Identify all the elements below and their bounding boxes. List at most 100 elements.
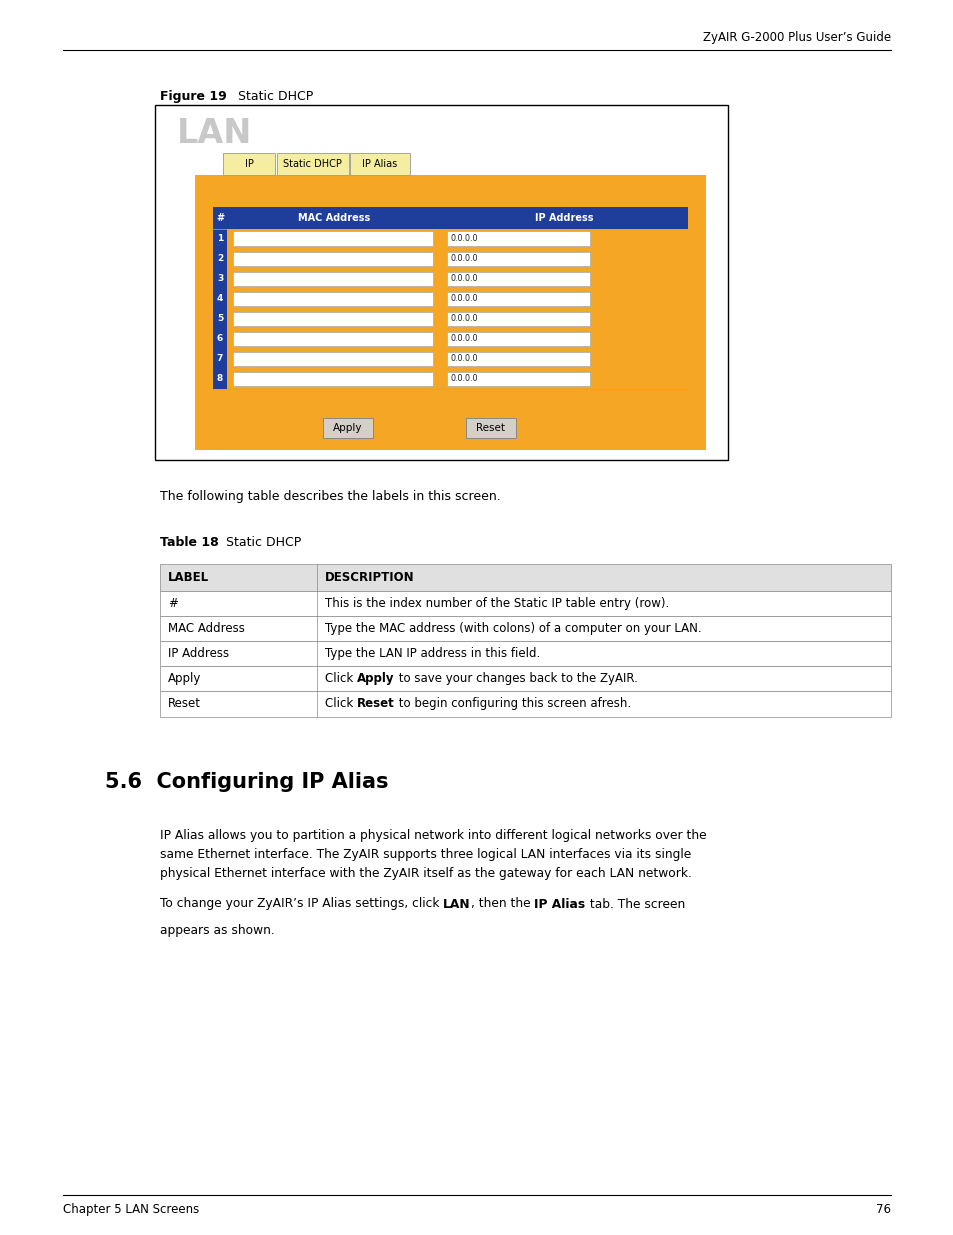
- Text: The following table describes the labels in this screen.: The following table describes the labels…: [160, 490, 500, 503]
- Text: 0.0.0.0: 0.0.0.0: [450, 333, 477, 343]
- Text: LABEL: LABEL: [168, 571, 209, 584]
- Text: 0.0.0.0: 0.0.0.0: [450, 233, 477, 243]
- Bar: [322, 417, 373, 438]
- Bar: [227, 348, 441, 368]
- Bar: [160, 564, 890, 592]
- Text: 5: 5: [216, 314, 223, 324]
- Text: 4: 4: [216, 294, 223, 303]
- Bar: [233, 372, 433, 385]
- Bar: [227, 248, 441, 268]
- Text: #: #: [215, 212, 224, 222]
- Bar: [227, 329, 441, 348]
- Text: 1: 1: [216, 233, 223, 243]
- Bar: [441, 309, 687, 329]
- Text: 0.0.0.0: 0.0.0.0: [450, 374, 477, 383]
- Text: 0.0.0.0: 0.0.0.0: [450, 354, 477, 363]
- Text: tab. The screen: tab. The screen: [585, 898, 684, 910]
- Bar: [160, 641, 890, 666]
- Bar: [213, 309, 227, 329]
- Bar: [233, 231, 433, 246]
- Bar: [233, 291, 433, 305]
- Bar: [227, 368, 441, 389]
- Text: 3: 3: [216, 274, 223, 283]
- Bar: [233, 311, 433, 326]
- Bar: [447, 252, 590, 266]
- Text: Static DHCP: Static DHCP: [230, 90, 313, 103]
- Text: to save your changes back to the ZyAIR.: to save your changes back to the ZyAIR.: [395, 672, 637, 684]
- Bar: [441, 268, 687, 289]
- Text: To change your ZyAIR’s IP Alias settings, click: To change your ZyAIR’s IP Alias settings…: [160, 898, 443, 910]
- Text: This is the index number of the Static IP table entry (row).: This is the index number of the Static I…: [325, 597, 669, 610]
- Text: IP Address: IP Address: [168, 647, 229, 659]
- Text: to begin configuring this screen afresh.: to begin configuring this screen afresh.: [395, 698, 630, 710]
- Bar: [223, 153, 274, 175]
- Bar: [160, 666, 890, 692]
- Bar: [276, 153, 348, 175]
- Bar: [227, 289, 441, 309]
- Bar: [447, 291, 590, 305]
- Bar: [227, 228, 441, 248]
- Text: Figure 19: Figure 19: [160, 90, 227, 103]
- Bar: [213, 248, 227, 268]
- Text: Table 18: Table 18: [160, 536, 218, 550]
- Bar: [213, 207, 227, 228]
- Text: ZyAIR G-2000 Plus User’s Guide: ZyAIR G-2000 Plus User’s Guide: [702, 31, 890, 44]
- Bar: [160, 615, 890, 641]
- Bar: [227, 207, 441, 228]
- Text: Static DHCP: Static DHCP: [218, 536, 301, 550]
- Text: Static DHCP: Static DHCP: [283, 159, 341, 169]
- Text: 0.0.0.0: 0.0.0.0: [450, 254, 477, 263]
- Bar: [447, 272, 590, 285]
- Text: IP Alias allows you to partition a physical network into different logical netwo: IP Alias allows you to partition a physi…: [160, 830, 706, 879]
- Text: Reset: Reset: [476, 424, 505, 433]
- Bar: [213, 348, 227, 368]
- Bar: [213, 268, 227, 289]
- Bar: [160, 692, 890, 716]
- Bar: [213, 289, 227, 309]
- Text: Apply: Apply: [356, 672, 395, 684]
- Bar: [233, 331, 433, 346]
- Text: IP Address: IP Address: [535, 212, 594, 222]
- Text: IP: IP: [244, 159, 253, 169]
- Bar: [447, 372, 590, 385]
- Text: Type the LAN IP address in this field.: Type the LAN IP address in this field.: [325, 647, 539, 659]
- Text: Apply: Apply: [333, 424, 362, 433]
- Text: , then the: , then the: [471, 898, 534, 910]
- Bar: [213, 329, 227, 348]
- Bar: [447, 231, 590, 246]
- Bar: [350, 153, 410, 175]
- Text: 6: 6: [216, 333, 223, 343]
- Bar: [441, 248, 687, 268]
- Bar: [194, 175, 705, 450]
- Text: Click: Click: [325, 672, 356, 684]
- Bar: [441, 368, 687, 389]
- Text: Apply: Apply: [168, 672, 201, 684]
- Bar: [447, 311, 590, 326]
- Text: 2: 2: [216, 254, 223, 263]
- Text: LAN: LAN: [177, 117, 253, 149]
- Text: 8: 8: [216, 374, 223, 383]
- Bar: [233, 272, 433, 285]
- Text: 0.0.0.0: 0.0.0.0: [450, 274, 477, 283]
- Bar: [213, 228, 227, 248]
- Bar: [160, 592, 890, 615]
- Text: 5.6  Configuring IP Alias: 5.6 Configuring IP Alias: [105, 772, 388, 792]
- Bar: [154, 105, 727, 459]
- Text: 0.0.0.0: 0.0.0.0: [450, 314, 477, 324]
- Text: IP Alias: IP Alias: [362, 159, 397, 169]
- Text: MAC Address: MAC Address: [168, 621, 245, 635]
- Bar: [447, 331, 590, 346]
- Bar: [441, 329, 687, 348]
- Text: IP Alias: IP Alias: [534, 898, 585, 910]
- Bar: [213, 368, 227, 389]
- Bar: [447, 352, 590, 366]
- Text: appears as shown.: appears as shown.: [160, 924, 274, 937]
- Text: MAC Address: MAC Address: [297, 212, 370, 222]
- Text: Click: Click: [325, 698, 356, 710]
- Text: 7: 7: [216, 354, 223, 363]
- Text: 0.0.0.0: 0.0.0.0: [450, 294, 477, 303]
- Bar: [441, 289, 687, 309]
- Text: Type the MAC address (with colons) of a computer on your LAN.: Type the MAC address (with colons) of a …: [325, 621, 701, 635]
- Bar: [465, 417, 516, 438]
- Bar: [233, 252, 433, 266]
